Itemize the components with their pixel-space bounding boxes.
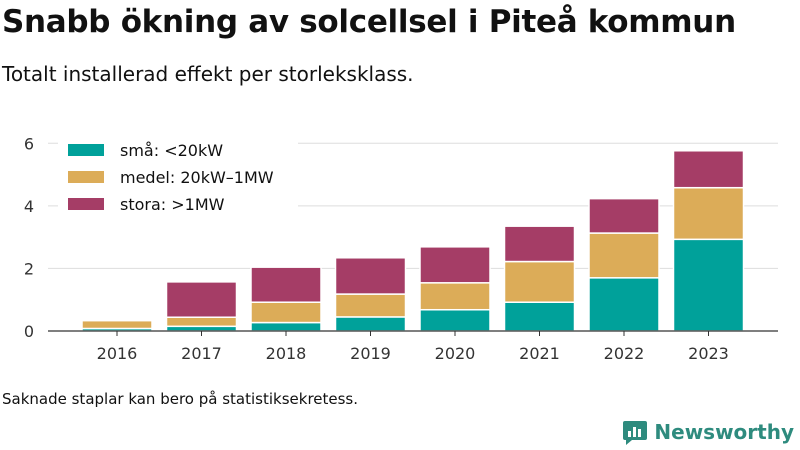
- newsworthy-logo-icon: [623, 421, 648, 445]
- brand-name: Newsworthy: [654, 420, 794, 444]
- bar-segment-2016-series-1: [81, 319, 153, 330]
- legend-label: medel: 20kW–1MW: [120, 168, 274, 187]
- x-tick-label: 2016: [97, 344, 138, 363]
- bar-segments: [81, 150, 745, 332]
- bar-segment-2019-series-2: [334, 257, 407, 295]
- bar-segment-2017-series-1: [165, 316, 238, 328]
- brand[interactable]: Newsworthy: [622, 419, 794, 445]
- legend-swatch: [68, 144, 104, 156]
- bar-segment-2019-series-1: [334, 293, 407, 318]
- bar-segment-2022-series-1: [588, 232, 660, 279]
- bar-segment-2020-series-2: [419, 246, 491, 284]
- bar-segment-2023-series-1: [672, 186, 745, 241]
- bar-segment-2023-series-0: [672, 238, 745, 332]
- legend: små: <20kW medel: 20kW–1MW stora: >1MW: [58, 132, 298, 218]
- bar-segment-2017-series-2: [165, 281, 238, 318]
- footnote: Saknade staplar kan bero på statistiksek…: [2, 390, 359, 408]
- x-tick-label: 2019: [350, 344, 391, 363]
- x-tick-label: 2023: [688, 344, 729, 363]
- y-tick-label: 6: [24, 134, 34, 153]
- bar-segment-2018-series-2: [250, 266, 322, 303]
- x-tick-label: 2017: [181, 344, 222, 363]
- bar-segment-2021-series-1: [503, 260, 576, 303]
- bar-segment-2019-series-0: [334, 316, 407, 332]
- x-tick-label: 2018: [266, 344, 307, 363]
- bar-segment-2020-series-1: [419, 282, 491, 311]
- axes: 0 2 4 6 2016 2017 2018 2019 2020 2021 2022 2023: [24, 134, 778, 363]
- legend-label: små: <20kW: [120, 141, 223, 160]
- bar-segment-2021-series-2: [503, 225, 576, 263]
- legend-swatch: [68, 198, 104, 210]
- legend-swatch: [68, 171, 104, 183]
- chart-subtitle: Totalt installerad effekt per storlekskl…: [2, 62, 414, 86]
- bar-segment-2020-series-0: [419, 308, 491, 332]
- bar-segment-2021-series-0: [503, 301, 576, 332]
- stacked-bar-chart: 0 2 4 6 2016 2017 2018 2019 2020 2021 2022 2023 små…: [24, 132, 778, 363]
- bar-segment-2018-series-0: [250, 321, 322, 332]
- x-tick-label: 2022: [604, 344, 645, 363]
- x-tick-label: 2020: [435, 344, 476, 363]
- y-tick-label: 2: [24, 259, 34, 278]
- bar-segment-2022-series-0: [588, 277, 660, 332]
- x-tick-label: 2021: [519, 344, 560, 363]
- y-tick-label: 0: [24, 322, 34, 341]
- bar-segment-2023-series-2: [672, 150, 745, 189]
- y-tick-label: 4: [24, 197, 34, 216]
- bar-segment-2018-series-1: [250, 301, 322, 324]
- bar-segment-2022-series-2: [588, 197, 660, 234]
- chart-title: Snabb ökning av solcellsel i Piteå kommu…: [2, 4, 736, 40]
- legend-label: stora: >1MW: [120, 195, 225, 214]
